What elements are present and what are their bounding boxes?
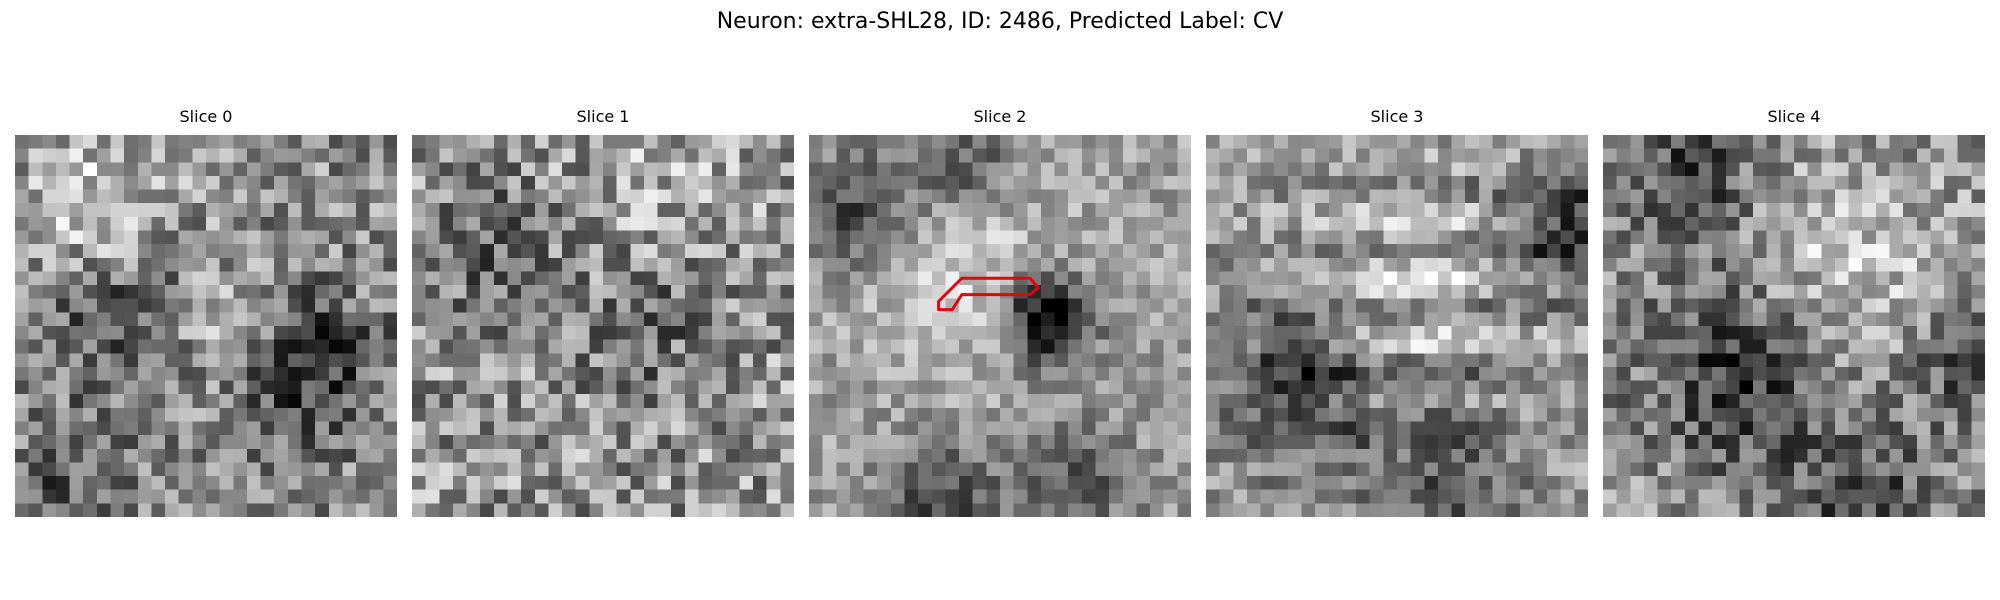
slice-title-1: Slice 1: [412, 105, 794, 129]
slice-title-0: Slice 0: [15, 105, 397, 129]
slice-title-3: Slice 3: [1206, 105, 1588, 129]
slice-canvas-1: [412, 135, 794, 517]
slice-title-2: Slice 2: [809, 105, 1191, 129]
slice-image-4: [1603, 135, 1985, 517]
slice-canvas-0: [15, 135, 397, 517]
slice-image-0: [15, 135, 397, 517]
slice-image-3: [1206, 135, 1588, 517]
slice-canvas-4: [1603, 135, 1985, 517]
roi-overlay: [809, 135, 1191, 517]
slice-title-4: Slice 4: [1603, 105, 1985, 129]
slice-image-1: [412, 135, 794, 517]
slice-image-2: [809, 135, 1191, 517]
slice-canvas-3: [1206, 135, 1588, 517]
figure-title: Neuron: extra-SHL28, ID: 2486, Predicted…: [0, 6, 2000, 38]
roi-outline: [939, 278, 1039, 309]
